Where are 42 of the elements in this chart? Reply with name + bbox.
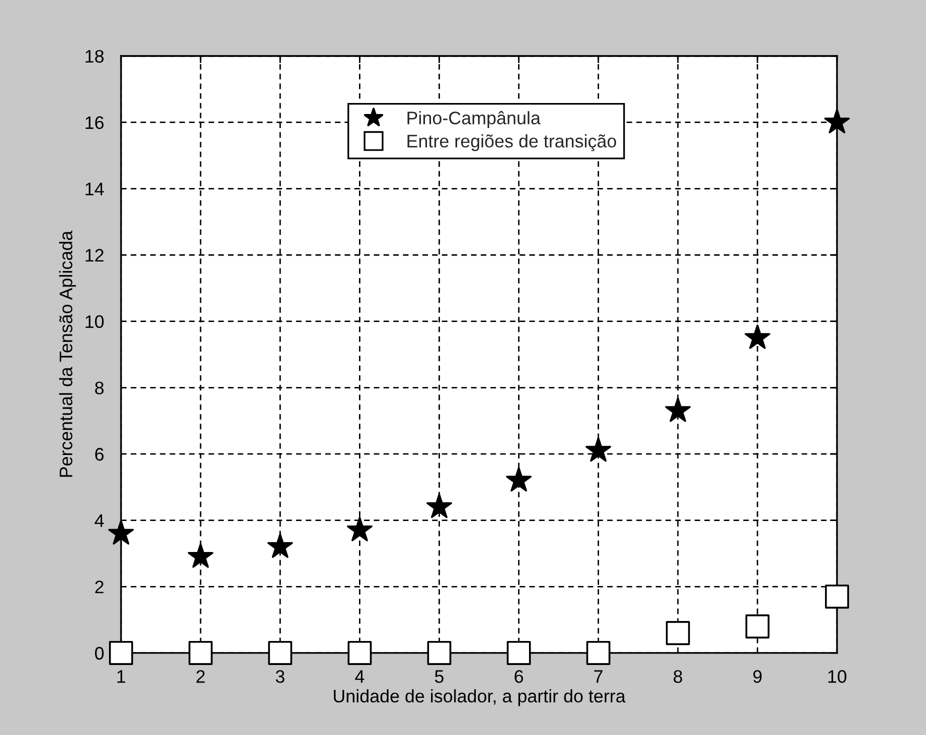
y-tick-label: 4 — [94, 514, 104, 527]
x-tick-label: 6 — [514, 670, 524, 683]
point — [268, 640, 292, 665]
x-tick-label: 9 — [753, 670, 762, 683]
point — [188, 543, 214, 568]
point — [824, 108, 850, 134]
y-tick-label: 2 — [95, 580, 104, 594]
x-tick-label: 2 — [196, 670, 205, 683]
y-tick-label: 0 — [95, 646, 104, 660]
point — [109, 640, 134, 665]
y-tick-label: 18 — [86, 50, 104, 63]
x-tick-label: 5 — [434, 670, 444, 683]
point — [188, 640, 213, 665]
y-tick-label: 6 — [95, 448, 104, 461]
x-tick-label: 7 — [594, 670, 602, 683]
x-axis-title: Unidade de isolador, a partir do terra — [334, 689, 626, 706]
point — [108, 520, 134, 545]
point — [506, 467, 532, 492]
y-tick-label: 14 — [86, 182, 104, 196]
x-tick-label: 4 — [355, 670, 364, 683]
legend-label: Entre regiões de transição — [408, 134, 616, 152]
point — [426, 494, 452, 518]
point — [346, 516, 372, 542]
x-tick-label: 8 — [674, 670, 682, 683]
y-tick-label: 12 — [86, 248, 104, 262]
y-tick-label: 8 — [95, 382, 104, 394]
point — [427, 640, 452, 665]
point — [824, 584, 850, 609]
x-tick-label: 3 — [276, 670, 284, 683]
point — [267, 533, 293, 558]
y-axis-title: Percentual da Tensão Aplicada — [59, 230, 76, 477]
y-tick-label: 16 — [86, 116, 104, 130]
point — [665, 397, 691, 422]
x-tick-label: 1 — [117, 670, 126, 683]
point — [586, 640, 610, 665]
point — [744, 324, 770, 349]
point — [506, 640, 531, 665]
y-tick-label: 10 — [86, 315, 104, 328]
point — [586, 437, 612, 462]
x-tick-label: 10 — [828, 670, 846, 683]
legend-label: Pino-Campânula — [408, 111, 541, 128]
point — [348, 640, 372, 665]
